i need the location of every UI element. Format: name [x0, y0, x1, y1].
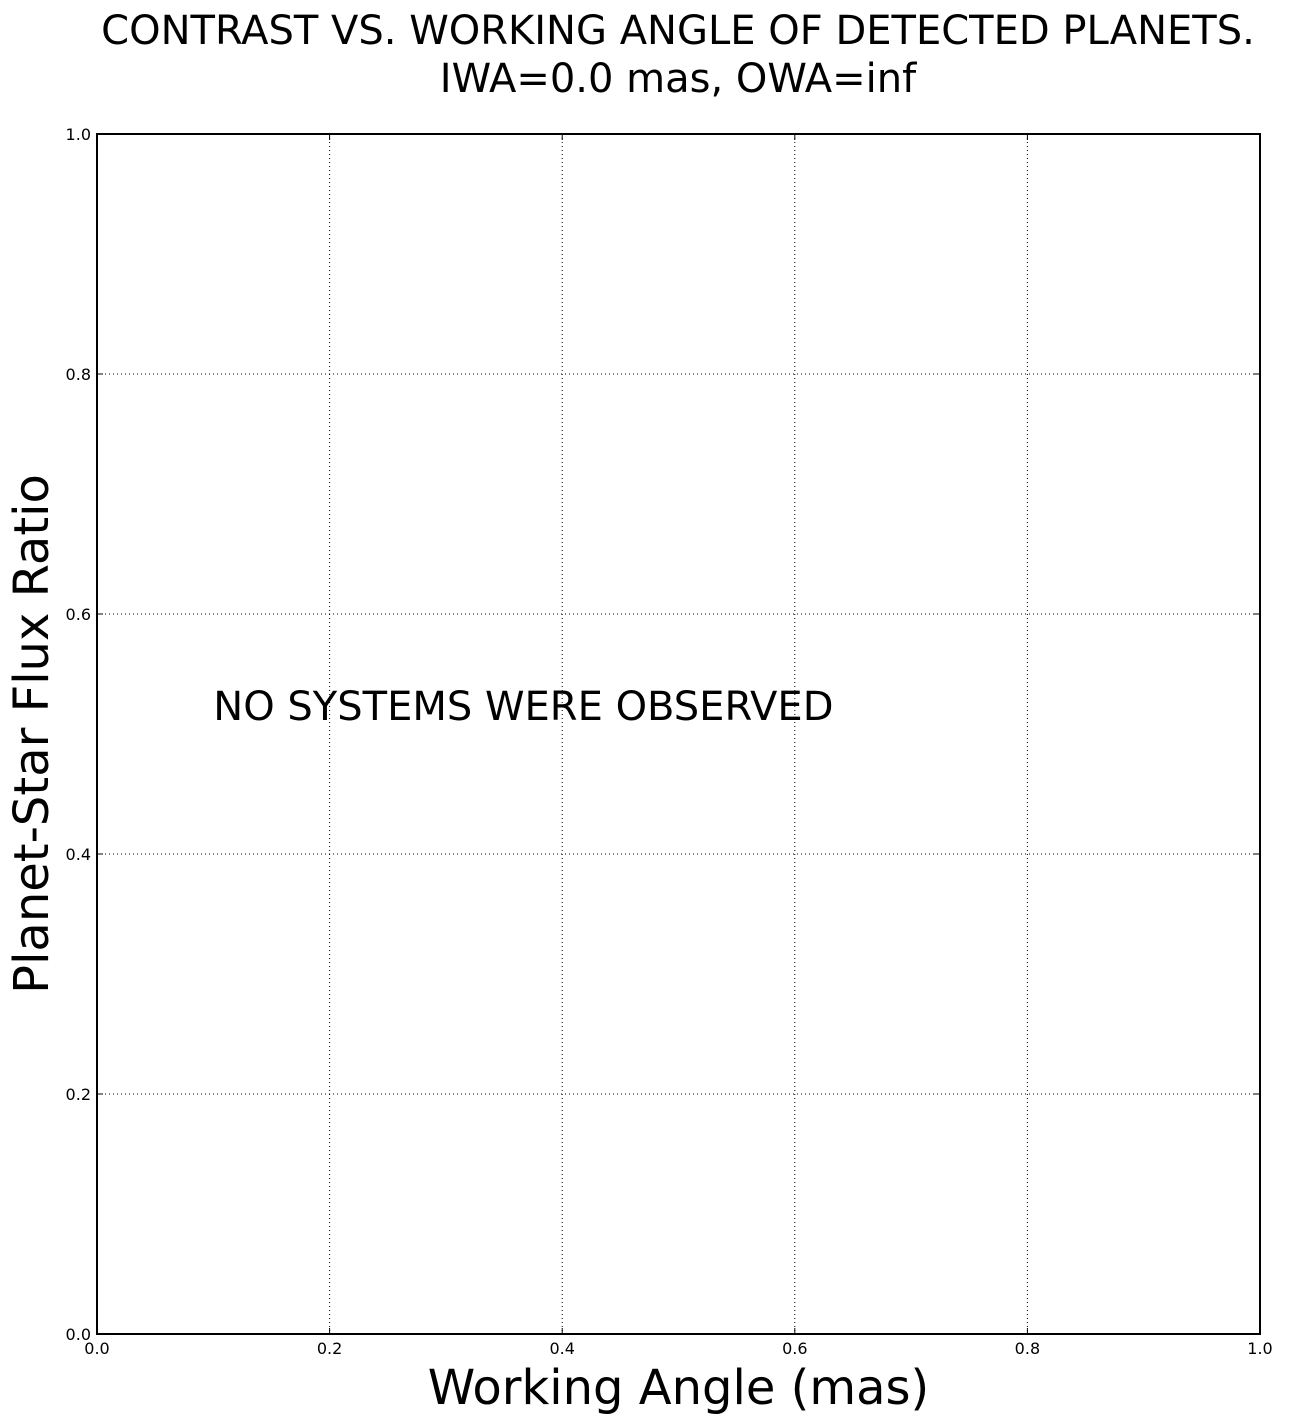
x-tick-label: 0.6	[782, 1339, 807, 1358]
x-tick-label: 0.0	[84, 1339, 109, 1358]
x-tick-label: 0.4	[549, 1339, 574, 1358]
x-axis-label: Working Angle (mas)	[428, 1360, 930, 1416]
chart-title-line2: IWA=0.0 mas, OWA=inf	[439, 56, 917, 102]
no-systems-annotation: NO SYSTEMS WERE OBSERVED	[213, 684, 833, 730]
y-tick-label: 0.6	[66, 605, 91, 624]
x-tick-label: 1.0	[1247, 1339, 1272, 1358]
y-tick-label: 1.0	[66, 125, 91, 144]
tick-layer	[96, 133, 1261, 1335]
y-tick-label: 0.0	[66, 1325, 91, 1344]
tick-label-layer: 0.0 0.2 0.4 0.6 0.8 1.0 0.0 0.2 0.4 0.6 0.8 1.0	[66, 125, 1273, 1358]
y-axis-label: Planet-Star Flux Ratio	[4, 474, 60, 994]
chart-title-line1: CONTRAST VS. WORKING ANGLE OF DETECTED P…	[101, 8, 1255, 54]
y-tick-label: 0.8	[66, 365, 91, 384]
y-tick-label: 0.2	[66, 1085, 91, 1104]
plot-frame	[96, 133, 1261, 1335]
x-tick-label: 0.2	[317, 1339, 342, 1358]
grid-layer	[97, 134, 1260, 1334]
x-tick-label: 0.8	[1015, 1339, 1040, 1358]
y-tick-label: 0.4	[66, 845, 91, 864]
